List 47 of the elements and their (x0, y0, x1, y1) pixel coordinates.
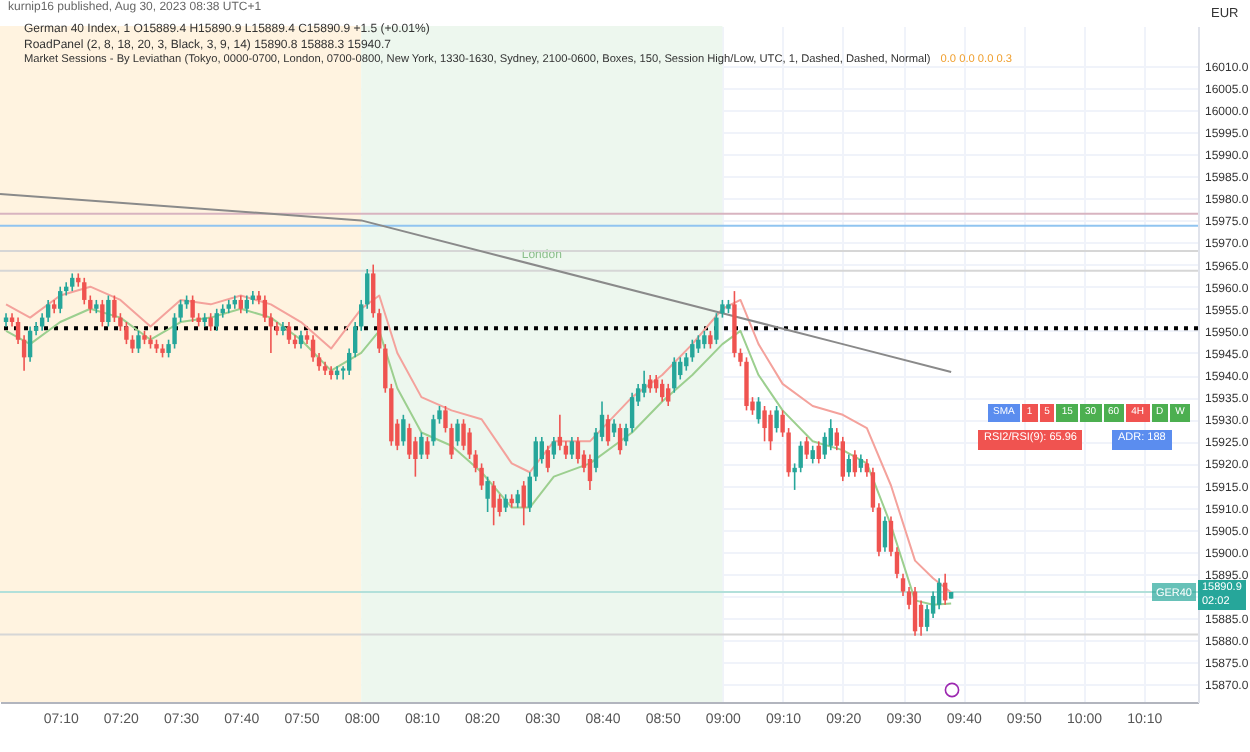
candlestick (714, 312, 719, 345)
candlestick (936, 577, 942, 611)
candlestick (455, 418, 460, 447)
candlestick (425, 436, 430, 460)
candlestick (762, 405, 767, 443)
candlestick (136, 330, 141, 354)
candlestick (461, 418, 466, 451)
candlestick (840, 436, 845, 482)
candlestick (485, 475, 490, 513)
candlestick (846, 453, 852, 478)
candlestick (521, 480, 526, 527)
candlestick (82, 277, 87, 306)
candlestick (112, 294, 117, 323)
candlestick (605, 414, 611, 447)
candlestick (918, 599, 924, 637)
candlestick (419, 431, 424, 460)
candlestick (286, 321, 292, 345)
candlestick (774, 405, 779, 434)
candlestick (666, 383, 671, 407)
candlestick (545, 444, 551, 474)
candlestick (744, 356, 749, 412)
candlestick (551, 436, 557, 460)
candlestick (569, 436, 575, 460)
candlestick (45, 299, 51, 323)
candlestick (58, 285, 63, 314)
candlestick (641, 369, 647, 398)
candlestick (828, 418, 833, 451)
candlestick (690, 338, 695, 363)
candlestick (587, 453, 593, 491)
candlestick (659, 378, 665, 403)
candlestick (214, 307, 219, 332)
candlestick (431, 414, 436, 447)
candlestick (617, 422, 623, 456)
candlestick (557, 414, 563, 451)
candlestick (768, 409, 773, 451)
candlestick (575, 436, 581, 465)
candlestick (124, 321, 129, 345)
candlestick (678, 356, 683, 381)
candlestick (106, 294, 111, 328)
candlestick (100, 299, 105, 328)
line-series (0, 192, 953, 373)
candlestick (756, 396, 761, 425)
candlestick (190, 294, 195, 323)
candlestick (491, 480, 496, 527)
candlestick (816, 440, 821, 465)
candlestick (804, 436, 809, 460)
candlestick (401, 414, 406, 447)
